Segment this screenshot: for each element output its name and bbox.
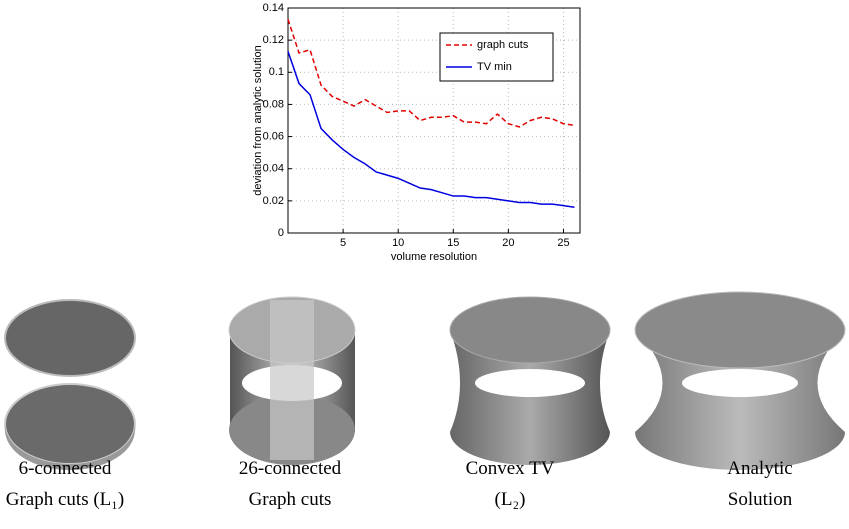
y-tick-label: 0.14 (263, 2, 284, 14)
render-convex-tv (450, 297, 610, 465)
x-axis-label: volume resolution (391, 251, 477, 263)
caption-line: Graph cuts (249, 489, 332, 510)
figure: 0 0.02 0.04 0.06 0.08 0.1 0.12 0.14 5 10 15 20 25 vol… (0, 0, 849, 529)
captions: 6-connected Graph cuts (L₁) 26-connected Gr… (6, 458, 793, 510)
x-tick-label: 25 (557, 237, 569, 249)
x-tick-label: 10 (392, 237, 404, 249)
y-tick-label: 0 (278, 227, 284, 239)
caption-line: Analytic (727, 458, 792, 479)
caption-line: 6-connected (19, 458, 112, 479)
y-tick-label: 0.06 (263, 130, 284, 142)
legend-label: graph cuts (477, 39, 529, 51)
y-tick-label: 0.1 (269, 66, 284, 78)
y-tick-label: 0.08 (263, 98, 284, 110)
y-tick-label: 0.02 (263, 195, 284, 207)
caption-line: Graph cuts (L₁) (6, 489, 124, 510)
caption-line: Convex TV (466, 458, 555, 479)
x-tick-label: 15 (447, 237, 459, 249)
x-tick-label: 5 (340, 237, 346, 249)
caption-line: 26-connected (239, 458, 342, 479)
render-analytic (635, 292, 845, 470)
y-tick-label: 0.04 (263, 163, 284, 175)
legend-label: TV min (477, 61, 512, 73)
caption-line: (L₂) (495, 489, 526, 510)
y-axis-label: deviation from analytic solution (252, 45, 264, 195)
render-26-connected (229, 297, 355, 465)
x-tick-label: 20 (502, 237, 514, 249)
chart: 0 0.02 0.04 0.06 0.08 0.1 0.12 0.14 5 10 15 20 25 vol… (252, 2, 580, 263)
caption-line: Solution (728, 489, 793, 510)
y-tick-label: 0.12 (263, 34, 284, 46)
render-6-connected (5, 300, 135, 470)
